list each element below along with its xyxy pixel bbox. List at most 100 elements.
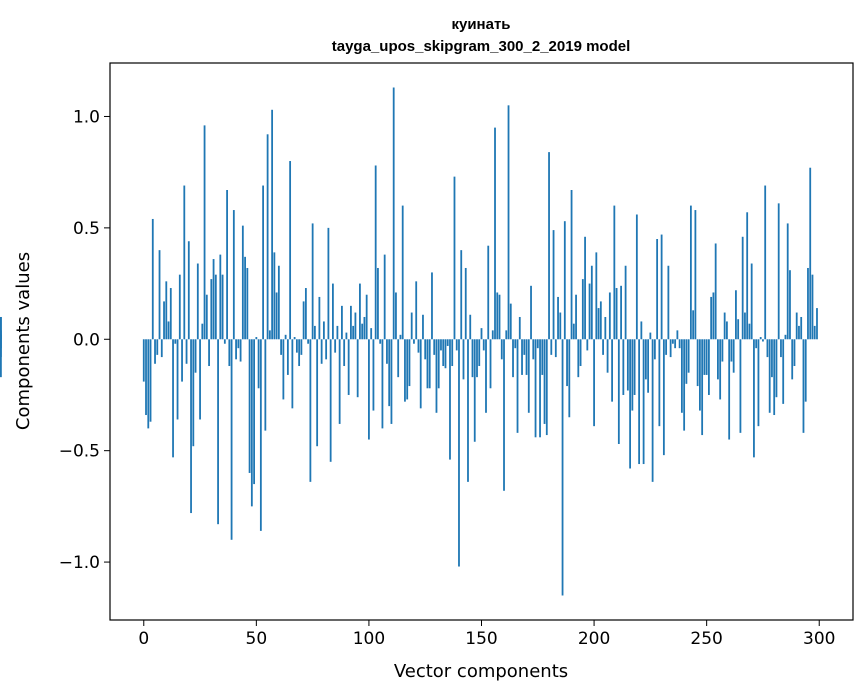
bar — [325, 339, 328, 360]
bar — [169, 288, 172, 340]
bar — [482, 339, 485, 351]
x-tick-label: 50 — [246, 629, 268, 649]
bar — [570, 190, 573, 340]
bar — [154, 339, 156, 364]
bar — [669, 339, 672, 358]
bar — [208, 339, 210, 367]
bar — [728, 339, 731, 440]
bar — [599, 301, 602, 340]
bar — [689, 205, 692, 340]
bar — [253, 339, 255, 485]
bar — [318, 296, 321, 340]
bar — [295, 339, 298, 353]
bar — [347, 339, 350, 395]
bar — [386, 339, 388, 364]
bar — [345, 332, 348, 340]
bar — [241, 225, 244, 340]
bar — [514, 339, 517, 349]
bar — [764, 185, 767, 340]
bar — [683, 339, 686, 431]
bar — [602, 339, 604, 355]
bar — [694, 210, 697, 340]
bar — [642, 339, 645, 465]
y-tick-label: 0.5 — [73, 219, 100, 239]
bar — [527, 339, 530, 413]
bar — [748, 323, 751, 340]
bar — [500, 339, 503, 360]
bar — [651, 339, 654, 482]
bar — [228, 339, 231, 367]
bar — [232, 210, 235, 340]
bar — [807, 267, 809, 340]
bar — [730, 339, 733, 362]
bar — [568, 339, 571, 418]
bar — [142, 339, 145, 382]
bar — [633, 339, 636, 395]
bar — [390, 339, 393, 424]
bar — [719, 339, 722, 400]
bar — [422, 314, 424, 340]
bar — [239, 339, 242, 362]
bar — [552, 230, 555, 340]
y-tick-label: −1.0 — [59, 553, 100, 573]
bar — [194, 339, 197, 373]
bar — [307, 339, 310, 344]
bar — [255, 337, 258, 340]
bar — [478, 339, 481, 367]
bar — [660, 234, 663, 340]
bar — [581, 279, 584, 340]
bar — [496, 292, 499, 340]
bar — [550, 339, 553, 355]
bar — [401, 205, 404, 340]
bar — [350, 305, 352, 340]
bar — [563, 221, 566, 340]
x-axis-label: Vector components — [394, 661, 568, 682]
bar — [338, 339, 341, 424]
bar — [489, 339, 492, 389]
bar — [435, 339, 438, 413]
bar — [196, 263, 199, 340]
bar — [509, 303, 512, 340]
x-tick-label: 200 — [578, 629, 610, 649]
bar — [809, 167, 812, 340]
bar — [811, 274, 814, 340]
bar — [750, 263, 753, 340]
bar — [368, 339, 370, 440]
bar — [771, 339, 773, 378]
bar — [577, 339, 580, 378]
bar — [656, 239, 659, 340]
bar — [469, 314, 472, 340]
bar — [705, 339, 708, 375]
bar — [586, 339, 589, 351]
bar — [635, 214, 638, 340]
bar — [334, 339, 337, 353]
bar — [638, 339, 641, 465]
bar — [449, 339, 451, 460]
bar — [332, 283, 334, 340]
bar — [786, 223, 789, 340]
bar — [473, 339, 476, 442]
bar — [606, 339, 609, 373]
bar — [541, 339, 544, 375]
bar — [753, 339, 755, 458]
bar — [813, 325, 816, 340]
bar — [277, 265, 280, 340]
bar — [446, 339, 449, 346]
bar — [172, 339, 174, 458]
bar — [620, 285, 622, 340]
bar — [226, 190, 228, 340]
bar — [313, 325, 316, 340]
bar — [712, 292, 715, 340]
bar — [257, 339, 260, 389]
bar — [521, 339, 523, 375]
bar — [723, 312, 726, 340]
bar — [798, 325, 800, 340]
bar — [205, 294, 208, 340]
chart-title: куинать — [451, 16, 510, 33]
bar — [703, 339, 706, 375]
bar — [343, 339, 346, 367]
bar — [223, 339, 226, 344]
bar — [685, 339, 688, 384]
bar — [503, 339, 505, 491]
bar — [437, 339, 440, 389]
